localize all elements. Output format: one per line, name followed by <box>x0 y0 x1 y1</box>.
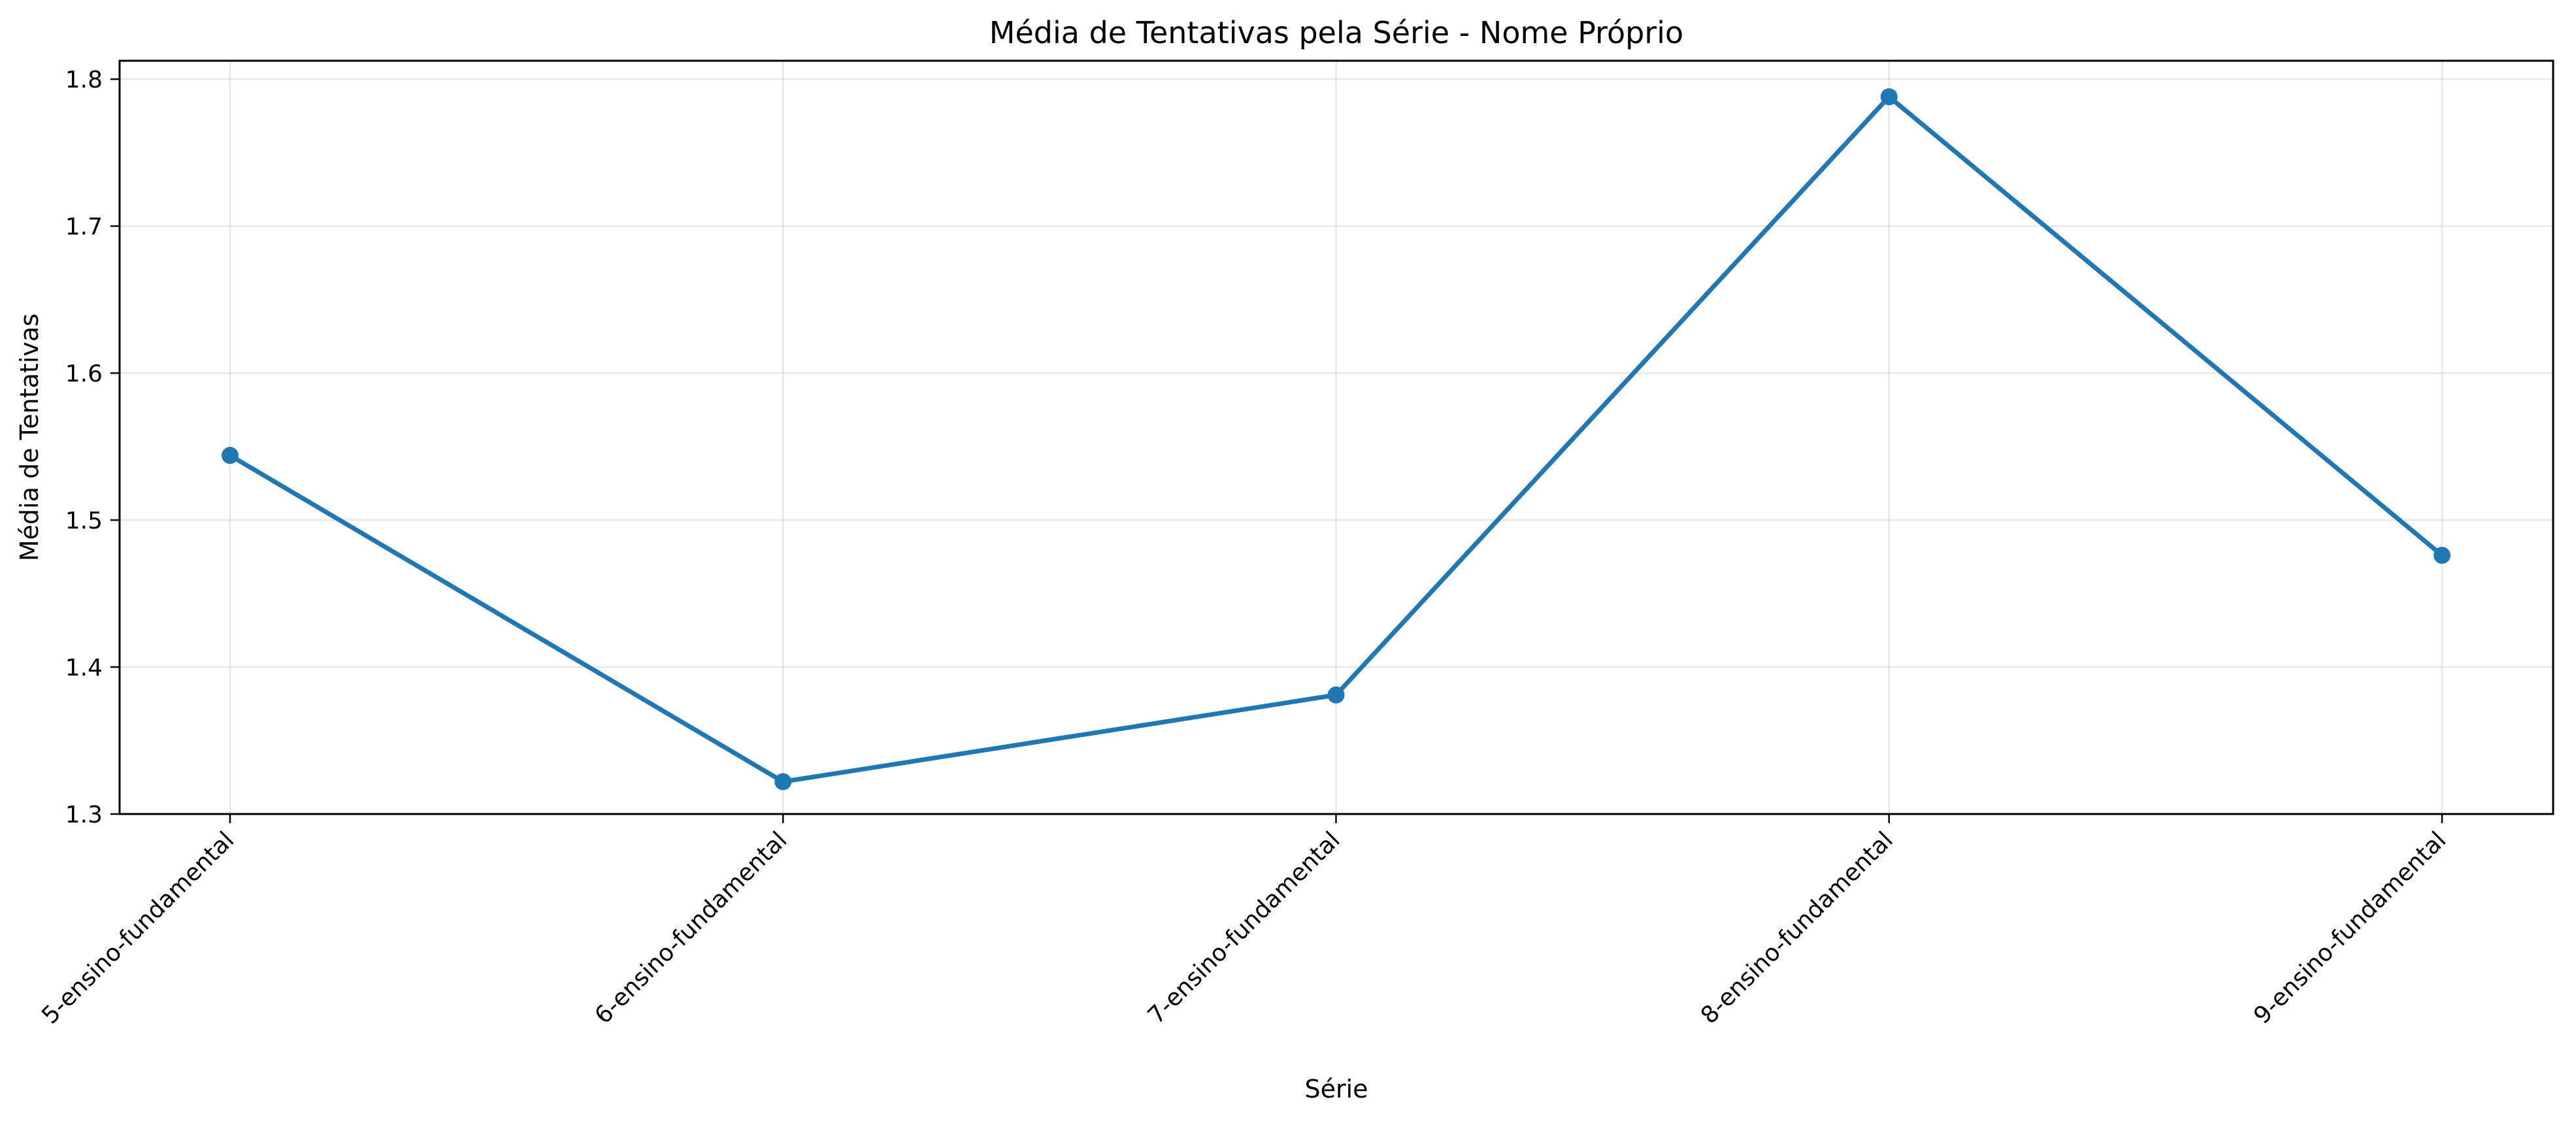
y-tick-label: 1.8 <box>65 67 103 93</box>
chart-title: Média de Tentativas pela Série - Nome Pr… <box>989 15 1683 50</box>
grid-lines <box>120 61 2553 815</box>
data-point <box>2434 547 2451 564</box>
y-tick-label: 1.6 <box>65 361 103 387</box>
data-point <box>1880 88 1898 106</box>
x-axis-label: Série <box>1304 1075 1368 1103</box>
data-point <box>222 447 239 465</box>
y-axis-label: Média de Tentativas <box>15 314 44 561</box>
series-layer <box>222 88 2451 791</box>
y-tick-label: 1.4 <box>65 655 103 681</box>
y-tick-label: 1.5 <box>65 508 103 534</box>
y-tick-label: 1.3 <box>65 802 103 828</box>
y-tick-label: 1.7 <box>65 214 103 240</box>
data-point <box>1327 686 1345 704</box>
data-point <box>774 773 792 791</box>
